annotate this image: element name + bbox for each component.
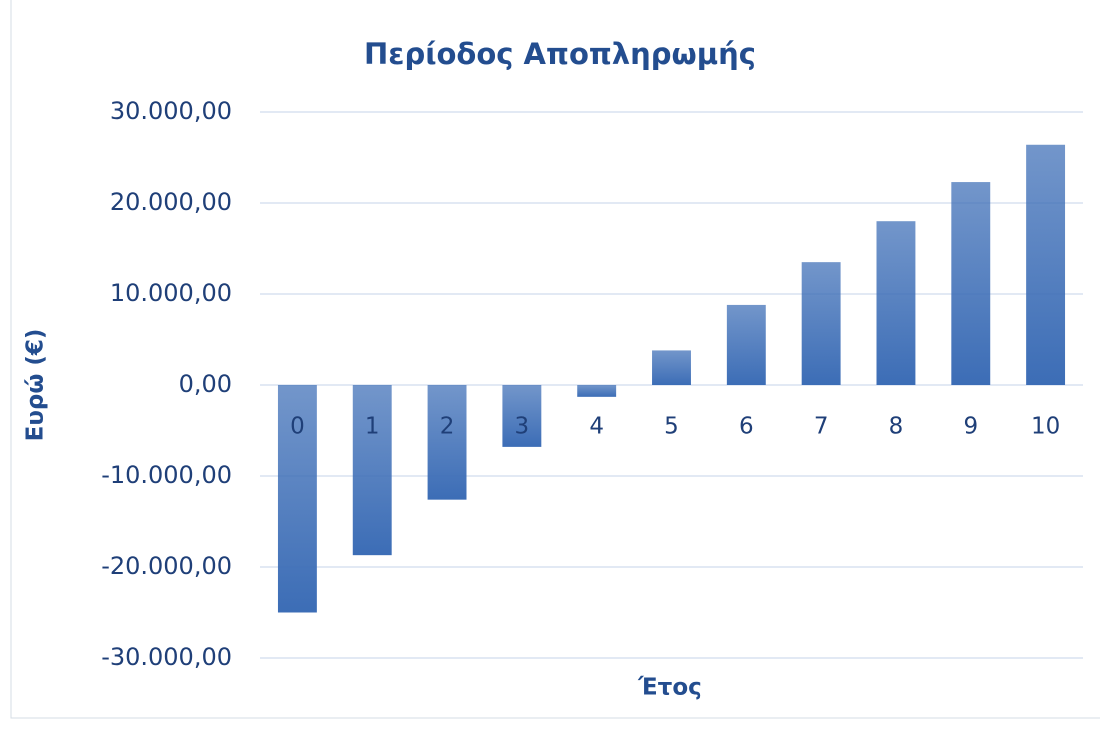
x-tick-label: 7 xyxy=(814,414,829,440)
bar xyxy=(502,385,542,447)
x-tick-label: 0 xyxy=(290,414,305,440)
y-tick-label: 10.000,00 xyxy=(110,279,232,307)
x-tick-label: 6 xyxy=(739,414,754,440)
x-tick-label: 4 xyxy=(589,414,604,440)
chart-title: Περίοδος Αποπληρωμής xyxy=(364,37,756,71)
x-tick-label: 10 xyxy=(1031,414,1060,440)
bar xyxy=(652,350,691,385)
chart-border xyxy=(10,0,1100,719)
bar xyxy=(876,221,916,385)
y-tick-label: 30.000,00 xyxy=(110,97,232,125)
bar xyxy=(951,182,991,385)
y-tick-label: -20.000,00 xyxy=(101,552,232,580)
x-tick-label: 5 xyxy=(664,414,679,440)
bar xyxy=(577,385,617,397)
y-tick-label: 20.000,00 xyxy=(110,188,232,216)
x-tick-label: 9 xyxy=(963,414,978,440)
x-tick-label: 8 xyxy=(889,414,904,440)
bar xyxy=(352,385,392,556)
bar xyxy=(801,262,841,385)
bar xyxy=(726,304,766,385)
y-axis-label: Ευρώ (€) xyxy=(23,329,49,442)
y-tick-label: 0,00 xyxy=(179,370,232,398)
x-tick-label: 3 xyxy=(515,414,530,440)
y-tick-label: -10.000,00 xyxy=(101,461,232,489)
x-axis-label: Έτος xyxy=(637,675,702,701)
bar xyxy=(1026,144,1066,385)
bar xyxy=(427,385,467,500)
bar xyxy=(277,385,317,613)
x-tick-label: 1 xyxy=(365,414,380,440)
x-tick-label: 2 xyxy=(440,414,455,440)
y-tick-label: -30.000,00 xyxy=(101,643,232,671)
